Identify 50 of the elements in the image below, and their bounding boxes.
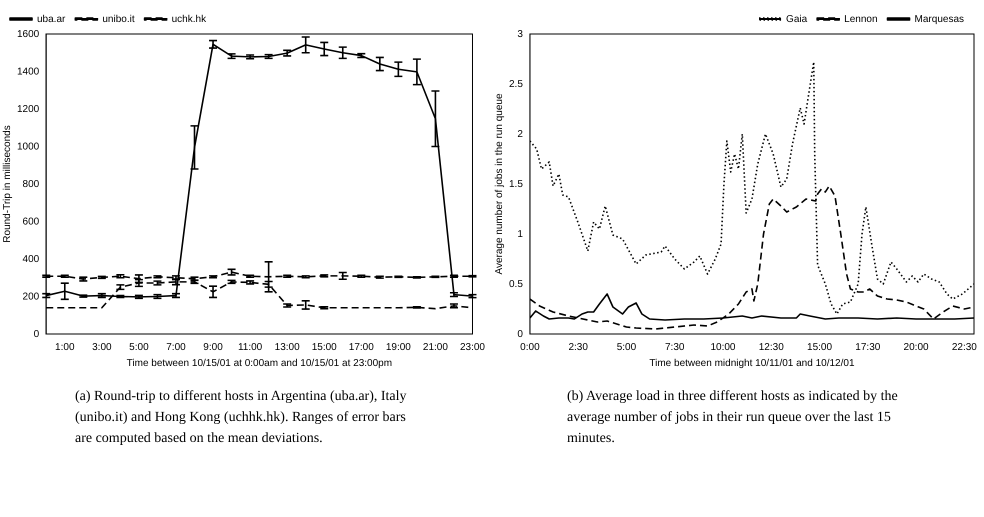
- x-tick-label: 9:00: [203, 342, 224, 353]
- text: (a) Round-trip to different hosts in Argentina (uba.ar), Italy (unibo.it) and Hong Kong (uchhk.hk). Ranges of error bars are computed based on the mean deviations.: [75, 388, 408, 448]
- y-tick-label: 2: [517, 128, 524, 140]
- legend-label: Marquesas: [914, 14, 964, 25]
- y-tick-label: 1: [517, 228, 524, 240]
- x-tick-label: 15:00: [807, 342, 832, 353]
- y-tick-label: 0.5: [508, 278, 524, 290]
- x-tick-label: 15:00: [312, 342, 338, 353]
- y-tick-label: 1.5: [508, 178, 524, 190]
- x-tick-label: 2:30: [568, 342, 588, 353]
- text: (b) Average load in three different hosts as indicated by the average number of jobs in their run queue over the last 15 minutes.: [567, 388, 899, 448]
- x-tick-label: 23:00: [460, 342, 486, 353]
- x-tick-label: 21:00: [422, 342, 448, 353]
- y-axis-title: Round-Trip in milliseconds: [2, 125, 13, 243]
- y-tick-label: 200: [22, 291, 40, 302]
- x-tick-label: 20:00: [904, 342, 930, 353]
- legend-label: unibo.it: [102, 14, 135, 25]
- legend-label: uba.ar: [37, 14, 66, 25]
- x-tick-label: 10:00: [710, 342, 736, 353]
- x-tick-label: 5:00: [616, 342, 637, 353]
- x-tick-label: 5:00: [129, 342, 150, 353]
- x-tick-label: 13:00: [274, 342, 300, 353]
- legend-label: Lennon: [844, 14, 878, 25]
- x-tick-label: 7:00: [166, 342, 186, 353]
- x-tick-label: 22:30: [952, 342, 978, 353]
- legend-label: Gaia: [786, 14, 808, 25]
- legend-label: uchk.hk: [172, 14, 208, 25]
- x-tick-label: 3:00: [92, 342, 112, 353]
- y-tick-label: 0: [34, 328, 40, 340]
- x-axis-title: Time between midnight 10/11/01 and 10/12/01: [649, 358, 855, 369]
- y-tick-label: 2.5: [508, 78, 524, 90]
- y-tick-label: 0: [517, 328, 524, 340]
- y-tick-label: 1600: [16, 28, 40, 40]
- y-tick-label: 600: [22, 216, 40, 228]
- x-tick-label: 1:00: [55, 342, 75, 353]
- x-tick-label: 0:00: [520, 342, 540, 353]
- y-tick-label: 1400: [16, 66, 40, 78]
- y-tick-label: 3: [517, 28, 524, 40]
- x-tick-label: 12:30: [758, 342, 784, 353]
- x-tick-label: 11:00: [238, 342, 263, 353]
- x-tick-label: 19:00: [386, 342, 412, 353]
- y-tick-label: 1200: [16, 104, 40, 115]
- y-tick-label: 800: [22, 178, 40, 190]
- x-tick-label: 17:30: [855, 342, 881, 353]
- x-tick-label: 7:30: [664, 342, 685, 353]
- x-axis-title: Time between 10/15/01 at 0:00am and 10/15/01 at 23:00pm: [126, 358, 392, 369]
- y-tick-label: 400: [22, 254, 40, 265]
- y-axis-title: Average number of jobs in the run queue: [494, 93, 505, 275]
- x-tick-label: 17:00: [348, 342, 374, 353]
- y-tick-label: 1000: [16, 141, 40, 152]
